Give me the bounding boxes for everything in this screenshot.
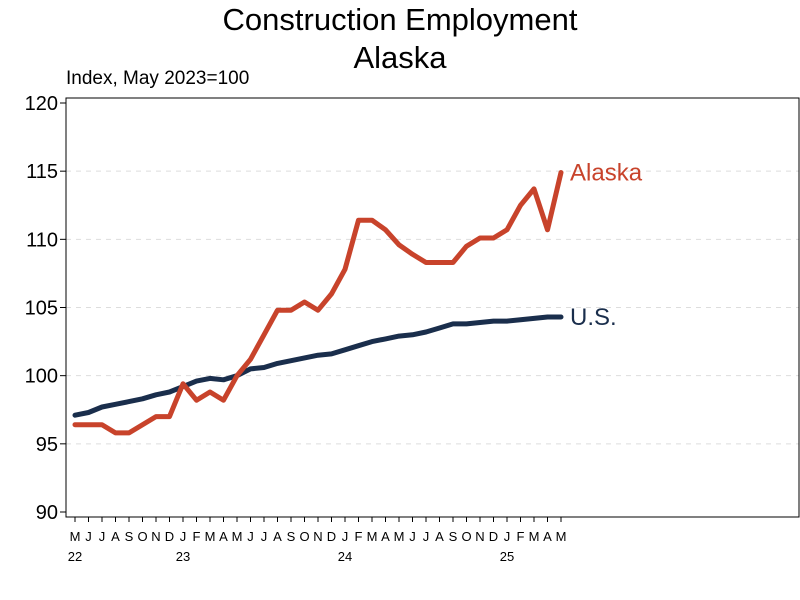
x-tick-label: A	[273, 529, 282, 544]
x-tick-label: M	[70, 529, 81, 544]
x-tick-label: A	[381, 529, 390, 544]
x-year-label: 24	[338, 549, 352, 564]
x-tick-label: A	[111, 529, 120, 544]
x-tick-label: S	[449, 529, 458, 544]
x-tick-label: J	[247, 529, 254, 544]
y-axis-label: Index, May 2023=100	[66, 68, 250, 89]
x-tick-label: M	[394, 529, 405, 544]
series-label-us: U.S.	[570, 304, 617, 331]
x-tick-label: A	[435, 529, 444, 544]
y-tick-label: 95	[36, 434, 58, 456]
x-tick-label: F	[193, 529, 201, 544]
x-year-label: 23	[176, 549, 190, 564]
y-tick-label: 110	[26, 229, 58, 251]
y-tick-label: 90	[36, 502, 58, 524]
x-tick-label: F	[517, 529, 525, 544]
x-axis-ticks: M J J A S O N D J F M A M J J A S O N D J F M A M J J A S O N D J F M A M22 2…	[68, 517, 567, 564]
x-tick-label: S	[125, 529, 134, 544]
x-tick-label: J	[342, 529, 349, 544]
x-tick-label: J	[423, 529, 430, 544]
y-axis-ticks: 90 95 100 105 110 115 120	[25, 93, 66, 524]
x-tick-label: J	[504, 529, 511, 544]
x-year-label: 25	[500, 549, 514, 564]
x-tick-label: D	[489, 529, 498, 544]
y-tick-label: 105	[25, 298, 58, 320]
x-tick-label: A	[219, 529, 228, 544]
x-tick-label: N	[475, 529, 484, 544]
gridlines	[66, 170, 799, 445]
x-tick-label: J	[409, 529, 416, 544]
y-tick-label: 120	[25, 93, 58, 115]
x-tick-label: O	[299, 529, 309, 544]
series-labels: Alaska U.S.	[570, 160, 643, 332]
series-lines	[72, 170, 564, 436]
x-tick-label: S	[287, 529, 296, 544]
x-tick-label: J	[261, 529, 268, 544]
x-tick-label: M	[556, 529, 567, 544]
x-year-label: 22	[68, 549, 82, 564]
series-line-alaska	[72, 170, 564, 436]
x-tick-label: F	[355, 529, 363, 544]
x-tick-label: O	[137, 529, 147, 544]
series-label-alaska: Alaska	[570, 160, 643, 187]
chart-title: Construction Employment	[222, 2, 578, 37]
x-tick-label: A	[543, 529, 552, 544]
x-tick-label: M	[367, 529, 378, 544]
series-line-us	[72, 314, 564, 418]
x-tick-label: J	[180, 529, 187, 544]
x-tick-label: D	[327, 529, 336, 544]
x-tick-label: O	[461, 529, 471, 544]
x-tick-label: M	[232, 529, 243, 544]
chart-subtitle: Alaska	[353, 40, 447, 75]
x-tick-label: M	[529, 529, 540, 544]
x-tick-label: M	[205, 529, 216, 544]
x-tick-label: J	[85, 529, 92, 544]
y-tick-label: 100	[25, 366, 58, 388]
y-tick-label: 115	[26, 161, 58, 183]
x-tick-label: N	[313, 529, 322, 544]
x-tick-label: J	[99, 529, 106, 544]
x-tick-label: D	[165, 529, 174, 544]
x-tick-label: N	[151, 529, 160, 544]
